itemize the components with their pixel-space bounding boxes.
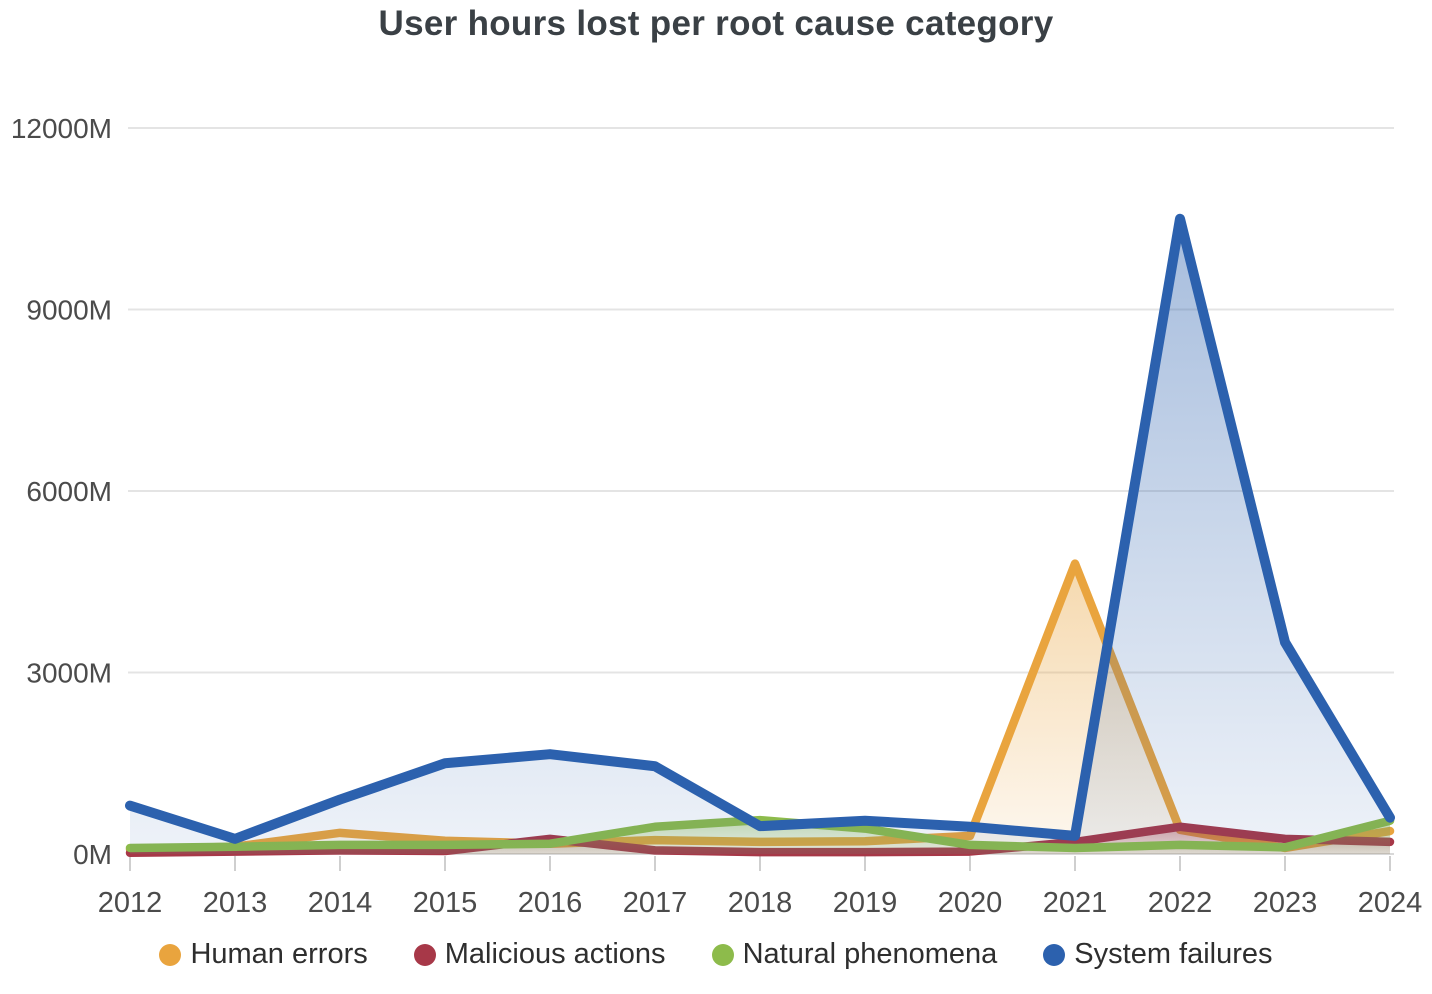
legend-item-human-errors[interactable]: Human errors xyxy=(159,938,368,971)
x-axis-label-2022: 2022 xyxy=(1148,887,1213,919)
x-axis-label-2020: 2020 xyxy=(938,887,1003,919)
x-axis-label-2015: 2015 xyxy=(413,887,478,919)
x-axis-label-2021: 2021 xyxy=(1043,887,1108,919)
x-axis-label-2016: 2016 xyxy=(518,887,583,919)
legend-item-malicious-actions[interactable]: Malicious actions xyxy=(413,938,666,971)
legend-item-natural-phenomena[interactable]: Natural phenomena xyxy=(711,938,998,971)
x-axis-label-2017: 2017 xyxy=(623,887,688,919)
y-axis-label-6000M: 6000M xyxy=(26,476,112,507)
legend-dot-human-errors xyxy=(159,943,182,966)
series-area-human-errors xyxy=(130,563,1390,854)
x-axis-label-2018: 2018 xyxy=(728,887,793,919)
x-axis-label-2024: 2024 xyxy=(1358,887,1423,919)
x-axis-label-2023: 2023 xyxy=(1253,887,1318,919)
y-axis-label-3000M: 3000M xyxy=(26,658,112,689)
chart-title: User hours lost per root cause category xyxy=(378,4,1054,43)
x-axis-label-2019: 2019 xyxy=(833,887,898,919)
y-axis-label-12000M: 12000M xyxy=(11,113,112,144)
series-line-system-failures xyxy=(125,213,1395,844)
x-axis-label-2014: 2014 xyxy=(308,887,373,919)
y-axis-label-0M: 0M xyxy=(73,839,112,870)
legend-dot-malicious-actions xyxy=(413,943,436,966)
legend-label-human-errors: Human errors xyxy=(190,938,368,970)
x-axis-label-2012: 2012 xyxy=(98,887,163,919)
legend-label-natural-phenomena: Natural phenomena xyxy=(742,938,998,970)
legend-item-system-failures[interactable]: System failures xyxy=(1043,938,1273,971)
legend: Human errors Malicious actions Natural phe… xyxy=(0,938,1432,971)
legend-label-malicious-actions: Malicious actions xyxy=(444,938,666,970)
legend-dot-system-failures xyxy=(1043,943,1066,966)
x-axis-label-2013: 2013 xyxy=(203,887,268,919)
legend-dot-natural-phenomena xyxy=(711,943,734,966)
y-axis-label-9000M: 9000M xyxy=(26,295,112,326)
series-area-system-failures xyxy=(130,218,1390,854)
legend-label-system-failures: System failures xyxy=(1074,938,1273,970)
